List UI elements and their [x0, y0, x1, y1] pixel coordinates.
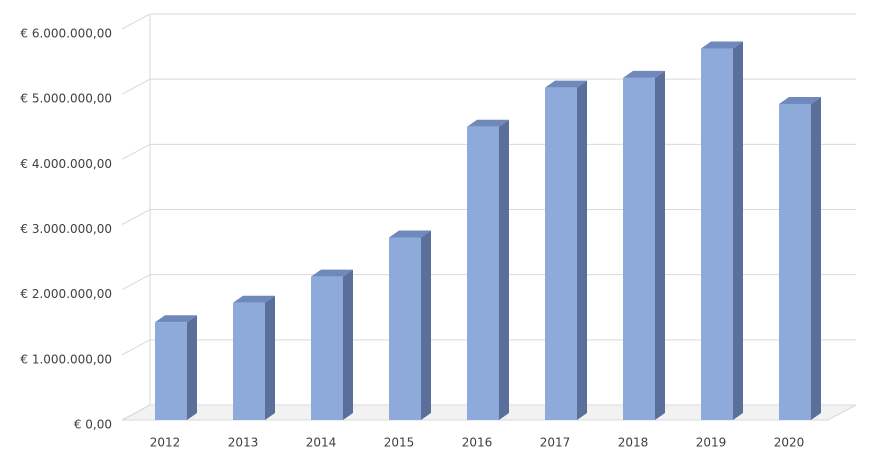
grid-line	[121, 404, 856, 421]
y-tick-label: € 0,00	[74, 418, 112, 432]
grid-line	[121, 13, 856, 30]
x-tick-label: 2012	[150, 436, 181, 450]
y-tick-label: € 2.000.000,00	[20, 287, 112, 301]
grid-line	[121, 143, 856, 160]
bar-front	[545, 87, 577, 421]
bar-side	[421, 230, 431, 420]
bar-front	[467, 126, 499, 420]
bar	[467, 119, 509, 420]
bar-front	[389, 237, 421, 420]
bar-side	[343, 269, 353, 420]
x-tick-label: 2020	[774, 436, 805, 450]
x-tick-label: 2016	[462, 436, 493, 450]
bar-top	[233, 295, 275, 303]
bar-front	[701, 48, 733, 421]
x-tick-label: 2013	[228, 436, 259, 450]
bar-top	[311, 269, 353, 277]
bar	[779, 96, 821, 421]
grid-line	[121, 274, 856, 291]
bar-top	[155, 315, 197, 323]
bar-front	[623, 77, 655, 420]
bar	[155, 315, 197, 420]
grid-line	[121, 339, 856, 356]
bar	[233, 295, 275, 420]
bar-top	[623, 70, 665, 78]
bar-side	[577, 80, 587, 421]
bar-top	[467, 119, 509, 127]
bar-top	[389, 230, 431, 238]
bar-side	[733, 41, 743, 421]
x-tick-label: 2014	[306, 436, 337, 450]
bar-side	[499, 119, 509, 420]
bar	[389, 230, 431, 420]
y-tick-label: € 4.000.000,00	[20, 157, 112, 171]
bar-front	[311, 276, 343, 420]
grid-line	[121, 78, 856, 95]
bar-side	[265, 295, 275, 420]
bar-side	[655, 70, 665, 420]
bar-front	[155, 322, 187, 420]
bar-side	[811, 96, 821, 421]
x-tick-label: 2019	[696, 436, 727, 450]
bar-top	[779, 96, 821, 104]
x-tick-label: 2017	[540, 436, 571, 450]
bar	[623, 70, 665, 420]
y-tick-label: € 3.000.000,00	[20, 222, 112, 236]
bar-top	[545, 80, 587, 88]
y-tick-label: € 1.000.000,00	[20, 352, 112, 366]
x-tick-label: 2015	[384, 436, 415, 450]
bar	[545, 80, 587, 421]
x-tick-label: 2018	[618, 436, 649, 450]
bar	[311, 269, 353, 420]
y-tick-label: € 5.000.000,00	[20, 92, 112, 106]
grid-line	[121, 209, 856, 225]
bar-top	[701, 41, 743, 49]
bar-side	[187, 315, 197, 420]
y-tick-label: € 6.000.000,00	[20, 27, 112, 41]
bar-front	[779, 103, 811, 421]
bar-front	[233, 302, 265, 420]
bar	[701, 41, 743, 421]
